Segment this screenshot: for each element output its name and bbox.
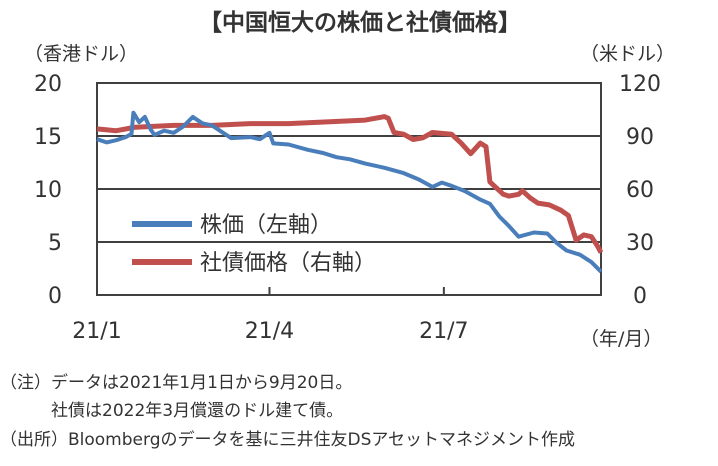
x-tick-label: 21/1 [72, 319, 121, 344]
y-left-tick-label: 20 [34, 72, 62, 97]
bond-price-line [96, 114, 604, 254]
legend-label-stock: 株価（左軸） [200, 213, 332, 238]
stock-price-line [96, 110, 603, 274]
y-left-tick-label: 10 [34, 178, 62, 203]
note-bond: 社債は2022年3月償還のドル建て債。 [0, 401, 344, 421]
left-axis-unit: （香港ドル） [24, 43, 138, 65]
y-right-tick-label: 90 [626, 125, 654, 150]
x-tick-label: 21/7 [419, 319, 468, 344]
y-right-tick-label: 120 [619, 72, 661, 97]
y-left-tick-label: 5 [48, 231, 62, 256]
x-axis-unit: （年/月） [580, 328, 662, 350]
y-left-tick-label: 15 [34, 125, 62, 150]
y-right-tick-label: 30 [626, 231, 654, 256]
legend-label-bond: 社債価格（右軸） [200, 251, 376, 276]
y-right-tick-label: 60 [626, 178, 654, 203]
x-tick-label: 21/4 [245, 319, 294, 344]
chart-title: 【中国恒大の株価と社債価格】 [199, 9, 521, 36]
legend: 株価（左軸） 社債価格（右軸） [132, 213, 376, 276]
y-left-tick-label: 0 [48, 284, 62, 309]
note-period: （注）データは2021年1月1日から9月20日。 [0, 373, 353, 393]
right-axis-unit: （米ドル） [580, 43, 675, 65]
y-right-tick-label: 0 [633, 284, 647, 309]
note-source: （出所）Bloombergのデータを基に三井住友DSアセットマネジメント作成 [0, 430, 576, 450]
